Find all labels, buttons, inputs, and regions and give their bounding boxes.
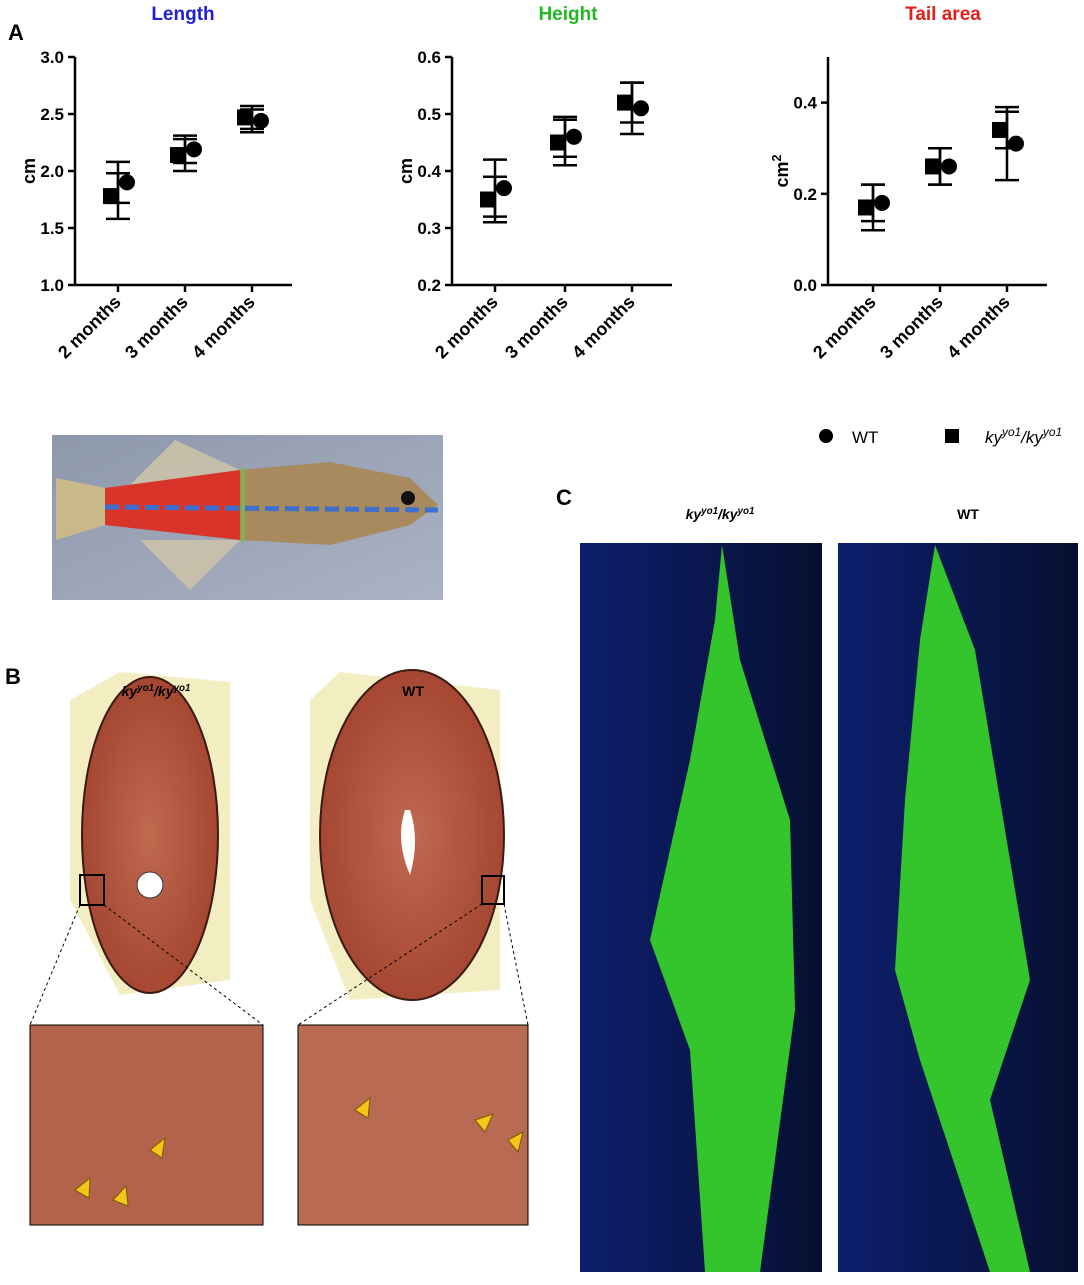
image-caption-part: /ky [153,683,175,699]
y-axis-label-part: cm [772,162,792,188]
image-caption-part: yo1 [173,683,191,694]
image-caption: WT [402,683,424,699]
chart-title: Tail area [905,4,981,25]
image-caption-part: /ky [717,506,739,522]
y-tick-label: 0.5 [417,105,441,124]
x-tick-label: 4 months [188,292,259,363]
legend-label-part: WT [852,428,878,447]
marker-circle [566,128,582,145]
legend-label-part: yo1 [1001,425,1021,439]
y-tick-label: 1.0 [40,276,64,295]
image-caption-part: ky [686,506,703,522]
y-axis-label-part: cm [396,158,416,184]
panel-label: B [5,664,21,689]
image-caption-part: WT [957,506,979,522]
y-tick-label: 2.5 [40,105,64,124]
marker-square [617,94,633,111]
x-tick-label: 4 months [568,292,639,363]
y-tick-label: 0.6 [417,48,441,67]
y-axis-label: cm [19,158,39,184]
marker-circle [496,180,512,197]
histology [29,669,529,1226]
marker-circle [119,174,135,191]
marker-circle [633,100,649,117]
y-tick-label: 0.0 [793,276,817,295]
legend-label-part: ky [985,428,1004,447]
panel-label: A [8,20,24,45]
chart-title: Height [538,4,598,25]
marker-circle [874,194,890,211]
x-tick-label: 3 months [876,292,947,363]
marker-square [103,188,119,205]
legend-label-part: /ky [1020,428,1044,447]
marker-square [992,121,1008,138]
legend-label: kyyo1/kyyo1 [985,425,1062,447]
y-tick-label: 3.0 [40,48,64,67]
panel-label: C [556,485,572,510]
marker-square [925,158,941,175]
marker-circle [253,112,269,129]
x-tick-label: 2 months [54,292,125,363]
marker-square [237,109,253,126]
image-caption-part: WT [402,683,424,699]
legend-label: WT [852,428,878,447]
image-caption-part: ky [122,683,139,699]
x-tick-label: 3 months [501,292,572,363]
marker-square [480,191,496,208]
chart-title: Length [151,4,214,25]
x-tick-label: 3 months [121,292,192,363]
y-axis-label-part: cm [19,158,39,184]
x-tick-label: 2 months [431,292,502,363]
y-axis-label-part: 2 [770,154,784,161]
marker-square [945,429,959,443]
y-tick-label: 0.4 [417,162,441,181]
image-caption-part: yo1 [136,683,154,694]
image-caption: kyyo1/kyyo1 [122,683,191,700]
marker-circle [941,158,957,175]
marker-circle [819,429,833,443]
y-tick-label: 2.0 [40,162,64,181]
legend-label-part: yo1 [1042,425,1062,439]
x-tick-label: 2 months [809,292,880,363]
y-tick-label: 1.5 [40,219,64,238]
y-axis-label: cm [396,158,416,184]
image-caption: kyyo1/kyyo1 [686,506,755,523]
y-axis-label: cm2 [770,154,792,187]
x-tick-label: 4 months [943,292,1014,363]
marker-circle [186,141,202,158]
y-tick-label: 0.2 [417,276,441,295]
fluorescence [580,543,1078,1272]
y-tick-label: 0.2 [793,185,817,204]
image-caption-part: yo1 [700,506,718,517]
image-caption-part: yo1 [737,506,755,517]
y-tick-label: 0.4 [793,94,817,113]
marker-square [550,134,566,151]
image-caption: WT [957,506,979,522]
fish-photo [52,435,443,600]
y-tick-label: 0.3 [417,219,441,238]
marker-square [858,199,874,216]
marker-square [170,147,186,164]
